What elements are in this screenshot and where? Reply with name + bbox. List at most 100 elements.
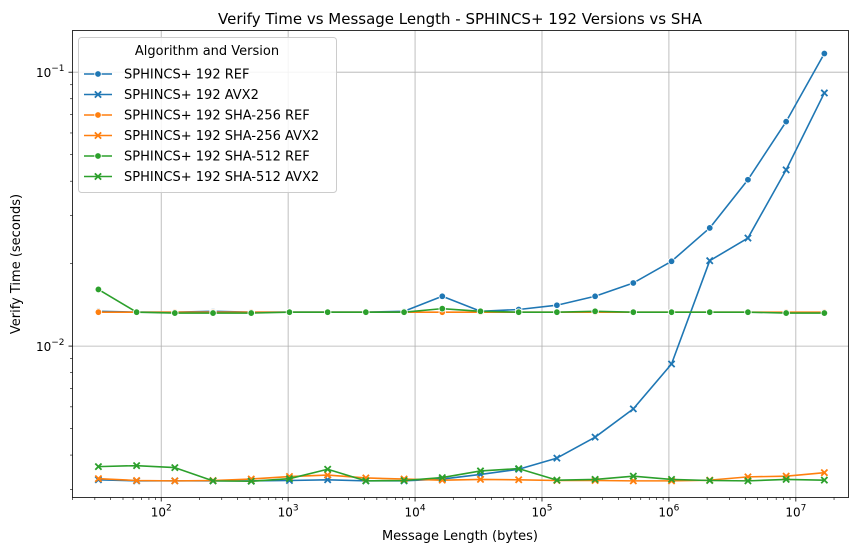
data-point [667,360,676,368]
data-point [782,475,790,484]
plot-frame [72,30,849,498]
data-point [744,308,752,316]
data-point-stroke-b [247,477,256,486]
data-point-stroke-b [514,464,523,473]
data-point [820,476,829,484]
series-line [98,288,825,314]
legend-swatch-marker-stroke-b [94,131,102,140]
data-point [94,462,103,471]
data-point [94,308,103,316]
data-point [132,308,141,316]
data-point-stroke-b [323,471,332,479]
x-tick-base: 10 [151,506,166,520]
data-point [209,477,217,485]
legend-item: SPHINCS+ 192 SHA-256 AVX2 [84,129,319,144]
x-tick-base: 10 [405,506,420,520]
data-point [132,476,141,485]
legend-label: SPHINCS+ 192 SHA-256 AVX2 [124,129,319,144]
data-point [247,309,255,317]
data-point [629,279,638,287]
data-point-stroke-b [209,477,217,485]
x-tick-base: 10 [278,506,293,520]
data-point-stroke-b [362,477,370,485]
data-point [323,465,332,474]
x-tick-label: 105 [531,504,552,520]
data-point [438,473,447,482]
x-tick-label: 103 [278,504,299,520]
legend-box [78,37,337,193]
x-tick-exponent: 7 [801,504,807,514]
data-point [820,89,829,97]
x-tick-label: 102 [151,504,172,520]
series-layer [94,49,829,486]
data-point-stroke-b [285,474,294,483]
legend: Algorithm and Version SPHINCS+ 192 REF SP… [78,37,337,193]
legend-label: SPHINCS+ 192 SHA-512 AVX2 [124,170,319,185]
data-point [705,256,714,265]
y-tick-exponent: −1 [51,64,64,74]
legend-label: SPHINCS+ 192 SHA-256 REF [124,109,310,124]
data-point [553,476,561,484]
data-point-stroke-b [132,476,141,485]
data-point-stroke-b [705,476,714,485]
data-point-stroke-b [744,477,752,485]
x-tick-base: 10 [658,506,673,520]
data-point [171,309,179,317]
data-point [820,309,829,317]
x-tick-label: 107 [785,504,806,520]
series-5 [94,461,829,486]
data-point [400,308,408,316]
data-point [667,475,676,484]
x-tick-label: 106 [658,504,679,520]
y-tick-label: 10−2 [36,338,65,354]
data-point [323,308,332,316]
data-point-stroke-b [400,476,408,485]
data-point [362,477,370,485]
data-point-stroke-b [667,475,676,484]
data-point-stroke-b [132,461,141,470]
data-point [820,468,829,477]
data-point [591,433,599,441]
data-point [667,257,676,265]
data-point [209,309,217,317]
data-point [629,405,638,413]
data-point-stroke-b [553,454,561,462]
data-point [706,224,714,232]
legend-label: SPHINCS+ 192 REF [124,68,249,83]
legend-title: Algorithm and Version [135,44,279,59]
data-point-stroke-b [438,476,447,484]
legend-swatch-marker [94,70,102,78]
data-point-stroke-b [323,465,332,474]
data-point [171,463,179,472]
data-point-stroke-b [705,256,714,265]
legend-item: SPHINCS+ 192 SHA-256 REF [84,109,310,124]
x-tick-exponent: 6 [674,504,680,514]
legend-item: SPHINCS+ 192 AVX2 [84,88,259,103]
legend-swatch-marker [94,90,102,99]
x-tick-exponent: 4 [420,504,426,514]
legend-item: SPHINCS+ 192 SHA-512 REF [84,150,310,165]
data-point-stroke-b [782,166,790,174]
data-point-stroke-b [476,475,485,484]
x-tick-label: 104 [405,504,426,520]
data-point [782,309,790,317]
data-point-stroke-b [744,234,752,242]
y-axis-label: Verify Time (seconds) [9,194,24,334]
series-line [98,464,825,483]
legend-swatch-marker [94,152,102,160]
data-point-stroke-b [820,468,829,477]
data-point [591,307,599,315]
data-point [782,117,790,126]
data-point [591,475,599,484]
data-point-stroke-b [94,462,103,471]
data-point [285,308,294,316]
legend-swatch-marker-stroke-b [94,90,102,99]
data-point [171,477,179,485]
y-tick-label: 10−1 [36,64,65,80]
data-point [323,471,332,479]
x-axis-label: Message Length (bytes) [382,529,538,544]
data-point-stroke-b [629,405,638,413]
data-point-stroke-b [820,476,829,484]
data-point-stroke-b [820,89,829,97]
legend-label: SPHINCS+ 192 SHA-512 REF [124,150,310,165]
